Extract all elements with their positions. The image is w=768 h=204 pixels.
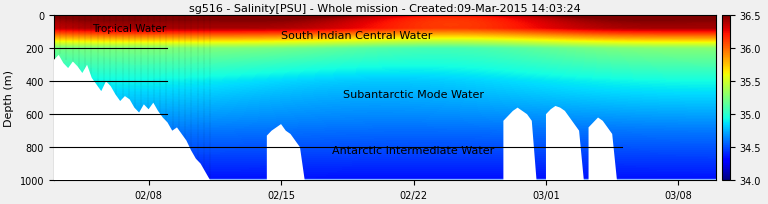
Text: Subantarctic Mode Water: Subantarctic Mode Water (343, 90, 484, 100)
Y-axis label: Depth (m): Depth (m) (4, 70, 14, 127)
Polygon shape (54, 179, 717, 180)
Text: South Indian Central Water: South Indian Central Water (281, 31, 432, 41)
Polygon shape (546, 106, 584, 180)
Polygon shape (503, 108, 537, 180)
Polygon shape (266, 124, 305, 180)
Polygon shape (54, 56, 210, 180)
Polygon shape (588, 118, 617, 180)
Text: Tropical Water: Tropical Water (92, 24, 166, 33)
Text: Antarctic Intermediate Water: Antarctic Intermediate Water (333, 146, 495, 156)
Title: sg516 - Salinity[PSU] - Whole mission - Created:09-Mar-2015 14:03:24: sg516 - Salinity[PSU] - Whole mission - … (189, 4, 581, 14)
